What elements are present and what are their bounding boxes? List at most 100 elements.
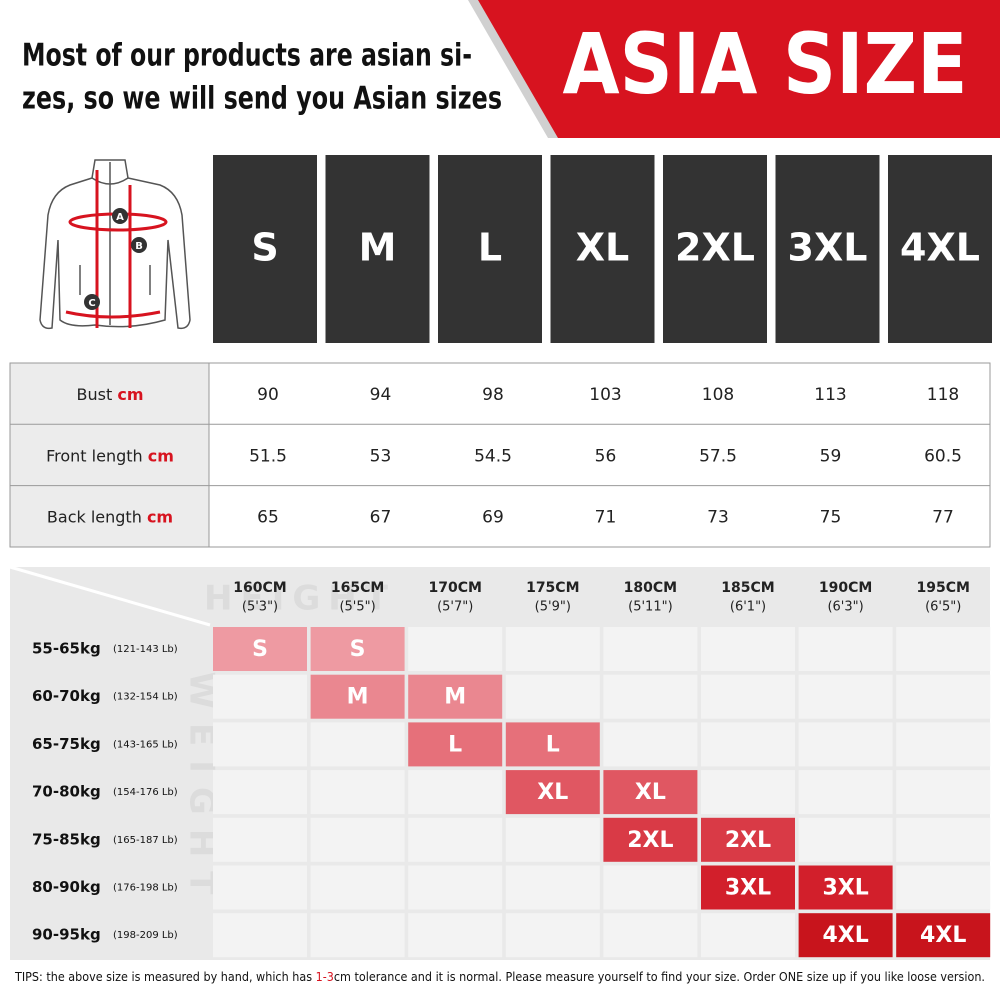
fit-cell [798,674,893,719]
diagram-marker [112,208,128,224]
measurement-value: 90 [257,385,279,405]
size-box [888,155,992,343]
height-cm: 180CM [624,580,677,596]
weight-lb: (165-187 Lb) [113,835,178,846]
height-cm: 190CM [819,580,872,596]
fit-size: M [347,685,369,710]
weight-lb: (154-176 Lb) [113,787,178,798]
fit-cell [213,913,307,958]
fit-cell [505,722,600,767]
height-ft: (5'7") [437,600,473,615]
size-box [438,155,542,343]
fit-cell [213,627,307,671]
measurement-value: 73 [707,508,729,528]
fit-cell [310,865,405,910]
measurement-value: 67 [370,508,392,528]
fit-cell [603,627,698,671]
height-cm: 160CM [233,580,286,596]
measurement-value: 59 [820,446,842,466]
weight-lb: (121-143 Lb) [113,644,178,655]
fit-cell [701,865,795,910]
fit-cell [798,770,893,815]
row-label-text: Bust [77,385,113,404]
height-ft: (5'9") [535,600,571,615]
measurement-value: 103 [589,385,621,405]
row-label-text: Front length [46,446,143,465]
height-cm: 195CM [916,580,969,596]
fit-cell [505,674,600,719]
height-ft: (6'5") [925,600,961,615]
weight-lb: (132-154 Lb) [113,692,178,703]
fit-cell [701,770,795,815]
fit-cell [701,722,795,767]
row-label: Back length cm [47,507,173,526]
tips-text: cm tolerance and it is normal. Please me… [334,970,985,984]
fit-cell [408,770,503,815]
size-label: L [478,226,502,270]
fit-cell [310,913,405,958]
size-label: XL [576,226,630,270]
fit-size: XL [635,780,666,805]
fit-size: XL [537,780,568,805]
tips-text: TIPS: the above size is measured by hand… [14,970,316,984]
height-ft: (6'1") [730,600,766,615]
weight: 90-95kg [32,926,101,944]
fit-cell [408,722,503,767]
badge-text: ASIA SIZE [563,15,968,113]
row-label: Front length cm [46,446,174,465]
size-label: M [359,226,397,270]
size-box [213,155,317,343]
tips-highlight: 1-3 [316,970,334,984]
measurement-value: 118 [927,385,959,405]
fit-size: 2XL [725,828,771,853]
row-unit: cm [148,446,174,465]
fit-cell [701,674,795,719]
row-label-text: Back length [47,507,142,526]
fit-cell [603,817,698,862]
diagram-marker [84,294,100,310]
fit-cell [505,913,600,958]
weight: 70-80kg [32,783,101,801]
fit-cell [701,913,795,958]
measurement-value: 94 [370,385,392,405]
weight: 80-90kg [32,878,101,896]
diagram-label: C [88,298,95,309]
size-label: 4XL [900,226,980,270]
fit-cell [505,817,600,862]
fit-size: 2XL [627,828,673,853]
fit-cell [408,865,503,910]
diagram-marker [131,237,147,253]
fit-size: S [252,637,268,662]
measurement-value: 54.5 [474,446,512,466]
fit-cell [408,674,503,719]
fit-cell [701,817,795,862]
size-label: 3XL [788,226,868,270]
fit-size: 3XL [822,876,868,901]
fit-cell [798,913,893,958]
fit-cell [798,817,893,862]
fit-cell [701,627,795,671]
measurement-value: 98 [482,385,504,405]
fit-cell [896,627,991,671]
measurement-value: 60.5 [924,446,962,466]
fit-cell [603,674,698,719]
fit-cell [798,722,893,767]
row-label: Bust cm [77,385,144,404]
height-cm: 185CM [721,580,774,596]
measurement-value: 77 [932,508,954,528]
weight-lb: (198-209 Lb) [113,930,178,941]
measurement-value: 113 [814,385,846,405]
measurement-value: 51.5 [249,446,287,466]
fit-cell [408,913,503,958]
fit-cell [505,627,600,671]
fit-size: 3XL [725,876,771,901]
fit-cell [408,817,503,862]
fit-cell [603,913,698,958]
fit-cell [603,722,698,767]
fit-cell [896,913,991,958]
weight-lb: (143-165 Lb) [113,739,178,750]
height-ft: (6'3") [827,600,863,615]
fit-cell [213,722,307,767]
fit-size: 4XL [920,923,966,948]
